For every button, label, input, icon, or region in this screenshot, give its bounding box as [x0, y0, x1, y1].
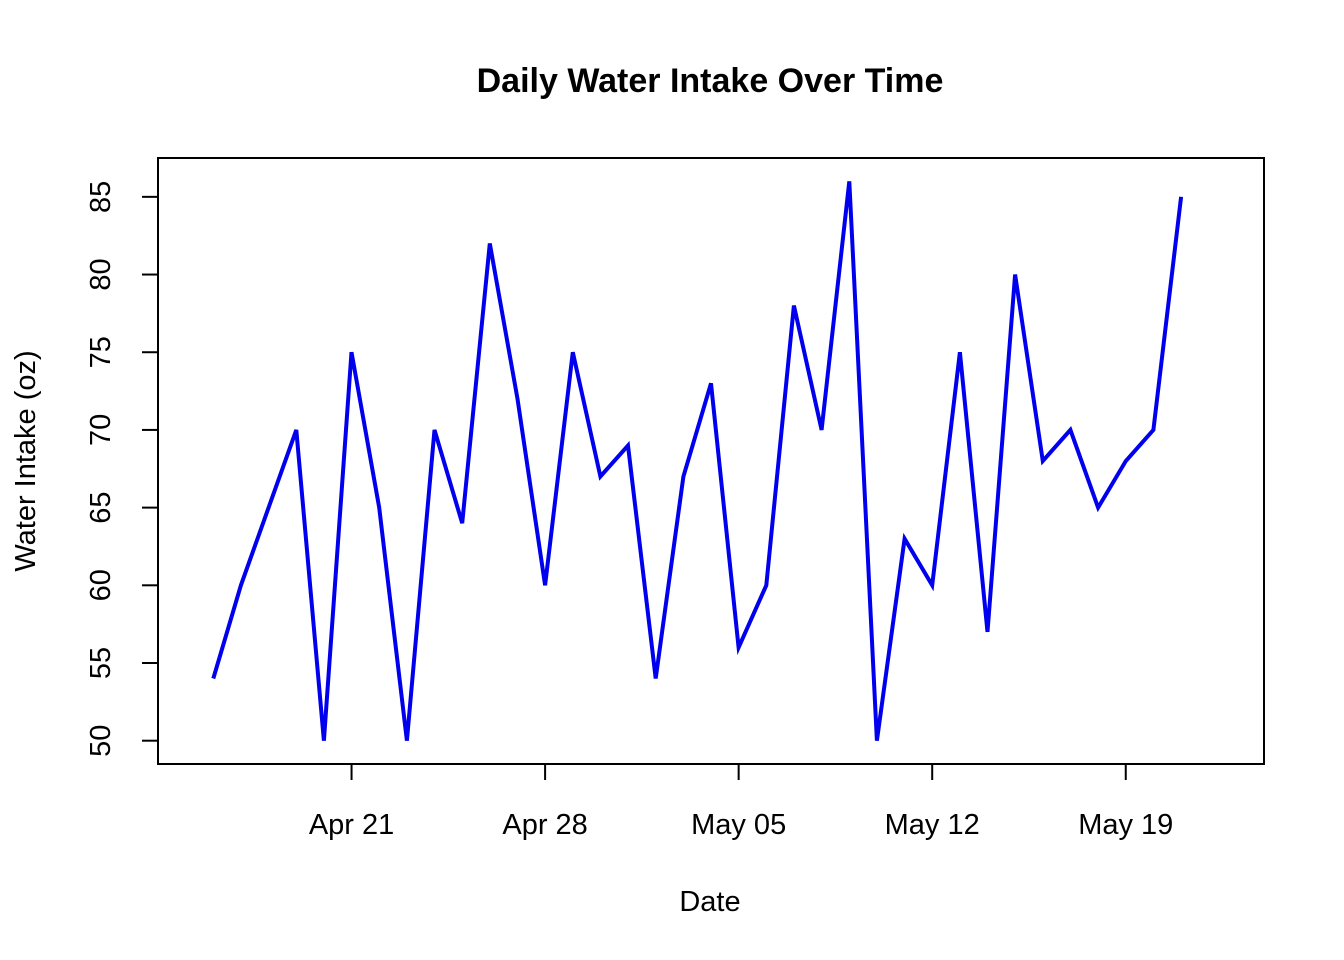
- y-tick-label: 50: [85, 725, 117, 757]
- y-tick-label: 70: [85, 414, 117, 446]
- chart-title: Daily Water Intake Over Time: [477, 62, 944, 100]
- y-axis-label: Water Intake (oz): [10, 350, 42, 571]
- x-tick-label: Apr 28: [502, 809, 587, 841]
- x-tick-label: May 19: [1078, 809, 1173, 841]
- y-tick-label: 65: [85, 491, 117, 523]
- plot-frame: [157, 157, 1265, 765]
- y-tick-label: 75: [85, 336, 117, 368]
- series-line: [211, 181, 1184, 741]
- x-tick-label: May 12: [885, 809, 980, 841]
- y-axis: 50 55 60 65 70 75 80 85: [85, 181, 159, 757]
- y-tick-label: 80: [85, 258, 117, 290]
- y-tick-label: 85: [85, 181, 117, 213]
- y-tick-label: 60: [85, 569, 117, 601]
- x-axis: Apr 21 Apr 28 May 05 May 12 May 19: [309, 763, 1173, 841]
- x-axis-label: Date: [679, 886, 740, 918]
- x-tick-label: Apr 21: [309, 809, 394, 841]
- x-tick-label: May 05: [691, 809, 786, 841]
- series-layer: [211, 181, 1184, 741]
- y-tick-label: 55: [85, 647, 117, 679]
